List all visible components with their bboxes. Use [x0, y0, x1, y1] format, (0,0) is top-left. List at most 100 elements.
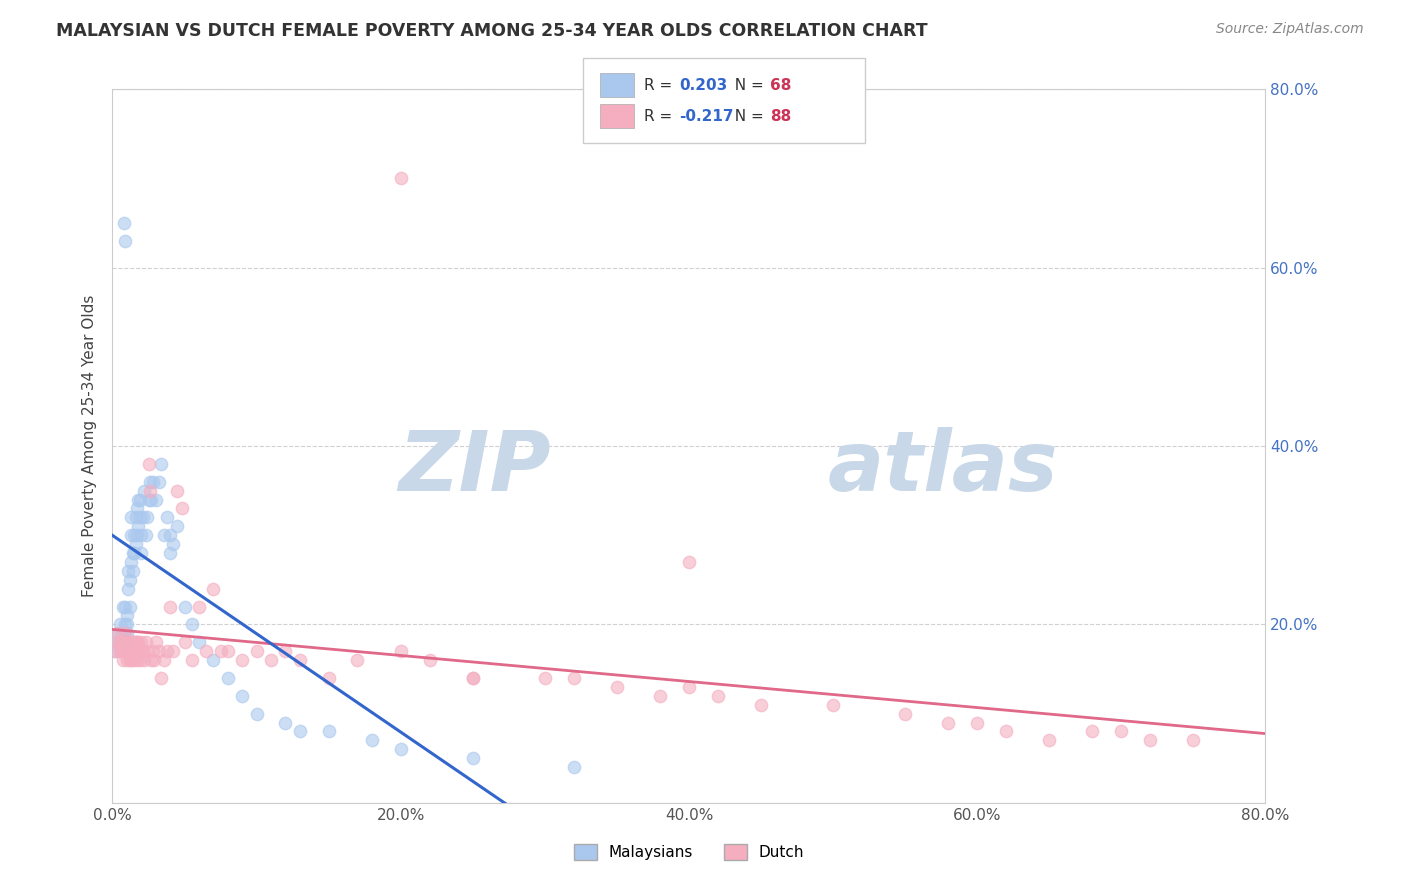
Point [115, 635, 138, 649]
Point [148, 475, 170, 489]
Point [202, 582, 225, 596]
Point [209, 644, 232, 658]
Point [110, 644, 132, 658]
Point [936, 715, 959, 730]
Point [562, 760, 585, 774]
Point [274, 715, 297, 730]
Point [153, 528, 176, 542]
Point [120, 510, 142, 524]
Point [124, 537, 146, 551]
Point [139, 475, 162, 489]
Point [135, 635, 157, 649]
Point [533, 671, 555, 685]
Point [231, 653, 253, 667]
Point [145, 635, 167, 649]
Point [128, 492, 150, 507]
Point [108, 635, 131, 649]
Point [105, 635, 128, 649]
Point [125, 635, 148, 649]
Point [120, 653, 142, 667]
Point [122, 546, 145, 560]
Y-axis label: Female Poverty Among 25-34 Year Olds: Female Poverty Among 25-34 Year Olds [82, 295, 97, 597]
Point [995, 724, 1018, 739]
Point [188, 599, 211, 614]
Point [217, 644, 239, 658]
Point [124, 510, 146, 524]
Point [1182, 733, 1205, 747]
Point [118, 599, 141, 614]
Point [122, 635, 145, 649]
Legend: Malaysians, Dutch: Malaysians, Dutch [568, 838, 810, 866]
Point [217, 671, 239, 685]
Point [127, 519, 149, 533]
Point [135, 528, 157, 542]
Point [128, 653, 150, 667]
Point [1111, 724, 1133, 739]
Point [108, 617, 131, 632]
Point [288, 724, 311, 739]
Point [180, 653, 202, 667]
Point [389, 742, 412, 756]
Point [114, 234, 136, 248]
Point [162, 537, 184, 551]
Point [118, 573, 141, 587]
Point [127, 635, 149, 649]
Point [120, 644, 142, 658]
Point [134, 483, 156, 498]
Point [419, 653, 441, 667]
Point [136, 510, 159, 524]
Point [389, 171, 412, 186]
Point [104, 644, 127, 658]
Point [124, 635, 146, 649]
Point [318, 724, 340, 739]
Text: 68: 68 [770, 78, 792, 93]
Point [128, 644, 150, 658]
Point [117, 582, 139, 596]
Point [104, 644, 127, 658]
Point [115, 653, 138, 667]
Point [139, 483, 162, 498]
Point [132, 510, 155, 524]
Point [894, 706, 917, 721]
Point [143, 653, 166, 667]
Point [134, 653, 156, 667]
Point [124, 644, 146, 658]
Point [125, 653, 148, 667]
Point [114, 626, 136, 640]
Point [145, 492, 167, 507]
Point [678, 680, 700, 694]
Point [118, 653, 141, 667]
Point [166, 483, 188, 498]
Point [138, 492, 160, 507]
Point [821, 698, 844, 712]
Text: 0.203: 0.203 [679, 78, 727, 93]
Point [107, 626, 129, 640]
Point [111, 653, 134, 667]
Point [260, 653, 283, 667]
Point [120, 555, 142, 569]
Point [1139, 733, 1161, 747]
Point [461, 751, 484, 765]
Point [159, 546, 181, 560]
Point [115, 608, 138, 623]
Point [112, 216, 135, 230]
Point [173, 599, 195, 614]
Point [166, 519, 188, 533]
Point [125, 528, 148, 542]
Point [114, 644, 136, 658]
Point [108, 635, 131, 649]
Point [127, 644, 149, 658]
Point [111, 599, 134, 614]
Point [120, 528, 142, 542]
Point [150, 671, 173, 685]
Point [125, 501, 148, 516]
Point [141, 653, 163, 667]
Point [188, 635, 211, 649]
Point [118, 635, 141, 649]
Point [346, 653, 368, 667]
Point [112, 626, 135, 640]
Point [117, 635, 139, 649]
Point [1081, 724, 1104, 739]
Point [136, 644, 159, 658]
Point [749, 698, 772, 712]
